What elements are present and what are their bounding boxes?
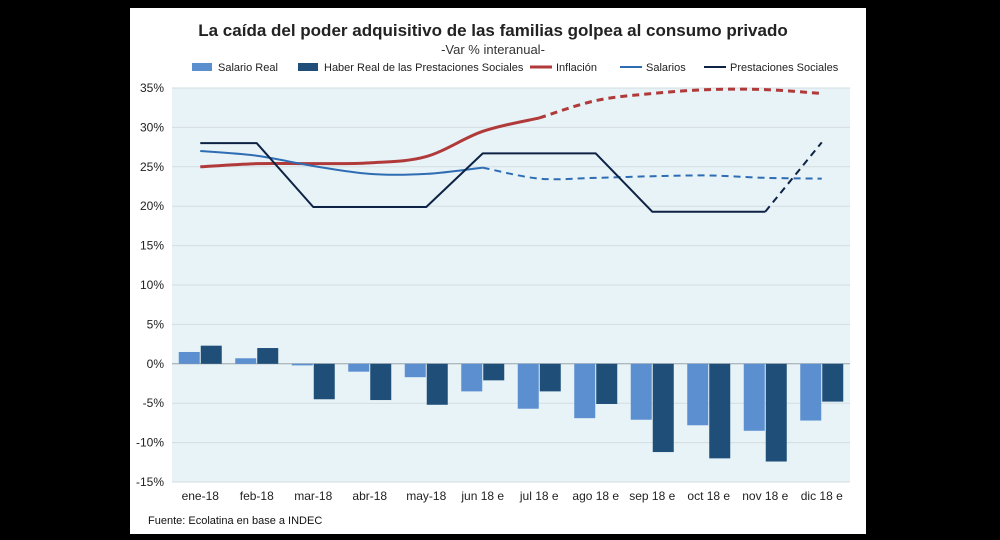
bar-haber-real-de-las-prestaciones-sociales bbox=[257, 348, 279, 364]
bar-haber-real-de-las-prestaciones-sociales bbox=[652, 363, 674, 453]
line-inflacion-estimate bbox=[538, 87, 822, 120]
bar-haber-real-de-las-prestaciones-sociales bbox=[822, 363, 844, 402]
bar-haber-real-de-las-prestaciones-sociales bbox=[596, 363, 618, 404]
line-salarios bbox=[200, 150, 483, 176]
bar-salario-real bbox=[291, 363, 313, 366]
x-axis: ene-18 feb-18 mar-18 abr-18 may-18 jun 18 e ju… bbox=[182, 489, 844, 503]
y-tick-label: 10% bbox=[140, 278, 164, 292]
bar-haber-real-de-las-prestaciones-sociales bbox=[426, 363, 448, 405]
bar-haber-real-de-las-prestaciones-sociales bbox=[709, 363, 731, 459]
chart: La caída del poder adquisitivo de las fa… bbox=[136, 21, 850, 527]
bar-salario-real bbox=[687, 363, 709, 426]
x-tick-label: jun 18 e bbox=[460, 489, 504, 503]
x-tick-label: oct 18 e bbox=[687, 489, 730, 503]
line-inflacion bbox=[200, 116, 540, 169]
chart-subtitle: -Var % interanual- bbox=[441, 42, 545, 57]
legend-item-inflacion: Inflación bbox=[530, 62, 597, 74]
legend-swatch bbox=[192, 63, 212, 71]
y-tick-label: -5% bbox=[143, 396, 165, 410]
legend-label: Salario Real bbox=[218, 62, 278, 74]
line-prestaciones-sociales bbox=[200, 142, 766, 213]
y-tick-label: 25% bbox=[140, 160, 164, 174]
bar-salario-real bbox=[630, 363, 652, 420]
x-tick-label: jul 18 e bbox=[519, 489, 559, 503]
bar-salario-real bbox=[348, 363, 370, 372]
bar-haber-real-de-las-prestaciones-sociales bbox=[313, 363, 335, 400]
y-tick-label: 35% bbox=[140, 81, 164, 95]
bar-salario-real bbox=[800, 363, 822, 421]
x-tick-label: nov 18 e bbox=[742, 489, 788, 503]
legend-label: Prestaciones Sociales bbox=[730, 62, 839, 74]
legend-item-haber-real-de-las-prestaciones-sociales: Haber Real de las Prestaciones Sociales bbox=[298, 62, 524, 74]
x-tick-label: ago 18 e bbox=[572, 489, 619, 503]
chart-frame: La caída del poder adquisitivo de las fa… bbox=[130, 8, 866, 534]
bar-salario-real bbox=[574, 363, 596, 419]
x-tick-label: sep 18 e bbox=[629, 489, 675, 503]
bars bbox=[178, 345, 844, 462]
y-tick-label: -10% bbox=[136, 436, 164, 450]
y-tick-label: 15% bbox=[140, 239, 164, 253]
bar-salario-real bbox=[178, 351, 200, 364]
x-tick-label: may-18 bbox=[406, 489, 446, 503]
bar-haber-real-de-las-prestaciones-sociales bbox=[539, 363, 561, 392]
legend-label: Salarios bbox=[646, 62, 686, 74]
line-prestaciones-sociales-estimate bbox=[764, 141, 823, 213]
x-tick-label: abr-18 bbox=[352, 489, 387, 503]
gridlines bbox=[172, 87, 850, 483]
y-tick-label: 30% bbox=[140, 120, 164, 134]
bar-haber-real-de-las-prestaciones-sociales bbox=[765, 363, 787, 462]
legend-item-salarios: Salarios bbox=[620, 62, 686, 74]
bar-salario-real bbox=[404, 363, 426, 378]
x-tick-label: feb-18 bbox=[240, 489, 274, 503]
chart-title: La caída del poder adquisitivo de las fa… bbox=[198, 21, 788, 40]
bar-haber-real-de-las-prestaciones-sociales bbox=[200, 345, 222, 364]
bar-salario-real bbox=[743, 363, 765, 431]
y-tick-label: -15% bbox=[136, 475, 164, 489]
bar-salario-real bbox=[235, 358, 257, 364]
x-tick-label: dic 18 e bbox=[801, 489, 843, 503]
legend-swatch bbox=[298, 63, 318, 71]
bar-haber-real-de-las-prestaciones-sociales bbox=[370, 363, 392, 401]
x-tick-label: mar-18 bbox=[294, 489, 332, 503]
legend-item-salario-real: Salario Real bbox=[192, 62, 278, 74]
source-note: Fuente: Ecolatina en base a INDEC bbox=[148, 515, 322, 527]
bar-salario-real bbox=[517, 363, 539, 409]
y-tick-label: 20% bbox=[140, 199, 164, 213]
line-salarios-estimate bbox=[482, 166, 822, 181]
x-tick-label: ene-18 bbox=[182, 489, 220, 503]
y-tick-label: 0% bbox=[147, 357, 165, 371]
legend: Salario Real Haber Real de las Prestacion… bbox=[192, 62, 839, 74]
lines bbox=[200, 87, 823, 213]
bar-salario-real bbox=[461, 363, 483, 392]
bar-haber-real-de-las-prestaciones-sociales bbox=[483, 363, 505, 381]
y-tick-label: 5% bbox=[147, 317, 165, 331]
legend-label: Inflación bbox=[556, 62, 597, 74]
y-axis: -15% -10% -5% 0% 5% 10% 15% 20% 25% 30% 35% bbox=[136, 81, 164, 489]
legend-label: Haber Real de las Prestaciones Sociales bbox=[324, 62, 524, 74]
legend-item-prestaciones-sociales: Prestaciones Sociales bbox=[704, 62, 839, 74]
